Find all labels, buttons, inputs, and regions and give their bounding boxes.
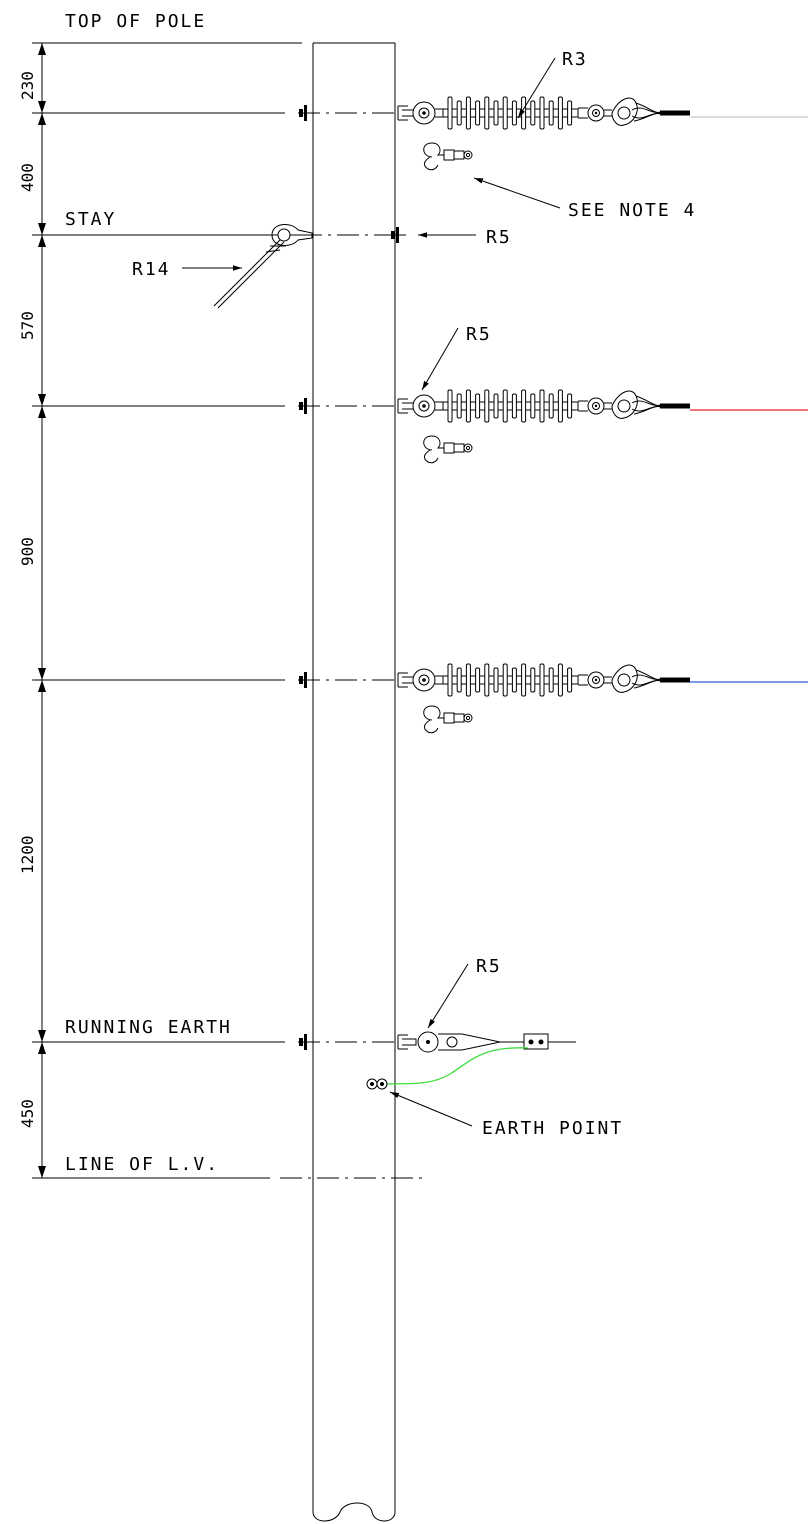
hook-hanger-lower: [423, 705, 473, 734]
lower-insulator-assembly: [297, 663, 808, 734]
middle-insulator-assembly: [297, 389, 808, 464]
callout-r3: R3: [562, 49, 588, 70]
dimension-1200: 1200: [18, 835, 37, 874]
top-of-pole-label: TOP OF POLE: [65, 11, 206, 32]
dimension-570: 570: [18, 311, 37, 340]
dimension-900: 900: [18, 537, 37, 566]
running-earth-assembly: [297, 1031, 576, 1090]
earth-tail-conductor: [384, 1047, 529, 1085]
dimension-chain: [32, 42, 302, 1179]
callout-earth-point: EARTH POINT: [482, 1118, 623, 1139]
hook-hanger-middle: [423, 435, 473, 464]
pole: [312, 42, 396, 1522]
callout-r5-upper: R5: [466, 324, 492, 345]
dimension-450: 450: [18, 1099, 37, 1128]
callout-r5-earth: R5: [476, 956, 502, 977]
stay-label: STAY: [65, 209, 116, 230]
dimension-230: 230: [18, 71, 37, 100]
callout-r5-stay: R5: [486, 227, 512, 248]
line-of-lv-label: LINE OF L.V.: [65, 1154, 219, 1175]
hook-hanger-top: [423, 142, 473, 171]
callouts: R3 SEE NOTE 4 R5 R14 R5 R5 EARTH POINT: [132, 49, 696, 1139]
stay-assembly: [213, 224, 407, 309]
top-insulator-assembly: [297, 96, 808, 171]
running-earth-label: RUNNING EARTH: [65, 1017, 232, 1038]
callout-see-note: SEE NOTE 4: [568, 200, 696, 221]
callout-r14: R14: [132, 259, 171, 280]
dimension-400: 400: [18, 163, 37, 192]
